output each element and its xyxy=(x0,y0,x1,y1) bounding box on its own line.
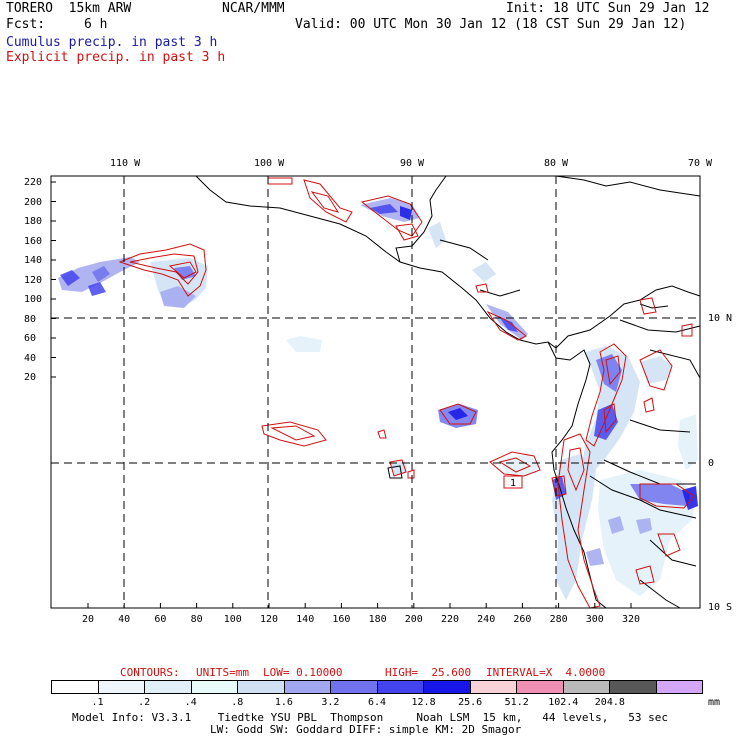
x-tick-label: 200 xyxy=(404,614,423,625)
lat-label-10s: 10 S xyxy=(708,602,733,613)
cumulus-precip-shading xyxy=(58,198,698,600)
legend-value-label: .1 xyxy=(91,697,104,708)
legend-swatch xyxy=(610,681,657,693)
x-tick-label: 100 xyxy=(223,614,242,625)
explicit-precip-contours xyxy=(118,177,695,609)
contours-units: UNITS=mm xyxy=(196,666,249,679)
tick-marks xyxy=(51,181,632,608)
legend-value-label: 204.8 xyxy=(594,697,625,708)
legend-swatch xyxy=(145,681,192,693)
x-tick-label: 220 xyxy=(440,614,460,625)
x-tick-label: 160 xyxy=(332,614,351,625)
x-tick-label: 260 xyxy=(513,614,532,625)
y-tick-label: 60 xyxy=(24,333,37,344)
legend-swatch xyxy=(563,681,610,693)
lat-label-10n: 10 N xyxy=(708,313,733,324)
forecast-label: Fcst: xyxy=(6,17,46,32)
legend-value-label: 6.4 xyxy=(367,697,387,708)
legend-swatch xyxy=(331,681,378,693)
y-tick-label: 180 xyxy=(24,216,43,227)
y-tick-label: 200 xyxy=(24,196,43,208)
model-title: TORERO 15km ARW xyxy=(6,1,132,16)
lon-label-100w: 100 W xyxy=(254,158,285,169)
lon-label-80w: 80 W xyxy=(544,158,569,169)
legend-value-label: 102.4 xyxy=(548,697,579,708)
cumulus-label: Cumulus precip. in past 3 h xyxy=(6,35,218,50)
y-tick-label: 80 xyxy=(24,313,37,325)
explicit-label: Explicit precip. in past 3 h xyxy=(6,50,226,65)
x-tick-label: 40 xyxy=(118,614,131,625)
y-tick-label: 20 xyxy=(24,372,37,383)
legend-swatch xyxy=(470,681,517,693)
x-tick-label: 180 xyxy=(368,614,387,625)
x-tick-label: 320 xyxy=(621,614,641,625)
lon-label-90w: 90 W xyxy=(400,158,425,169)
organization: NCAR/MMM xyxy=(222,1,285,16)
lon-label-70w: 70 W xyxy=(688,158,713,169)
legend-value-label: 51.2 xyxy=(504,697,529,708)
x-tick-label: 20 xyxy=(81,614,95,625)
legend-value-label: .4 xyxy=(184,697,197,708)
legend-swatch xyxy=(98,681,145,693)
plot-frame xyxy=(50,175,701,609)
legend-value-label: 3.2 xyxy=(321,697,340,708)
contour-label-text: 1 xyxy=(510,478,516,489)
contours-interval: INTERVAL=X 4.0000 xyxy=(486,666,606,679)
contours-low: LOW= 0.10000 xyxy=(263,666,343,679)
legend-swatch xyxy=(238,681,285,693)
forecast-hour: 6 h xyxy=(84,17,108,32)
legend-value-label: 25.6 xyxy=(458,697,483,708)
x-tick-label: 280 xyxy=(549,614,568,625)
coastlines xyxy=(195,175,701,609)
legend-value-label: 12.8 xyxy=(411,697,436,708)
color-legend-bar xyxy=(51,680,703,694)
legend-swatch xyxy=(656,681,702,693)
legend-swatch xyxy=(52,681,99,693)
legend-value-label: .2 xyxy=(138,697,151,708)
legend-swatch xyxy=(377,681,424,693)
x-tick-label: 80 xyxy=(190,614,203,625)
legend-units: mm xyxy=(708,697,721,708)
y-tick-label: 120 xyxy=(24,274,43,286)
model-info-line1: Model Info: V3.3.1 Tiedtke YSU PBL Thomp… xyxy=(72,711,669,724)
legend-swatch xyxy=(191,681,238,693)
model-info-line2: LW: Godd SW: Goddard DIFF: simple KM: 2D… xyxy=(210,723,522,736)
y-tick-label: 100 xyxy=(24,294,43,305)
y-tick-label: 220 xyxy=(24,177,43,188)
x-tick-label: 120 xyxy=(259,614,279,625)
x-tick-label: 140 xyxy=(296,614,315,625)
x-tick-label: 300 xyxy=(585,614,604,625)
lat-label-0: 0 xyxy=(708,458,715,469)
x-tick-label: 240 xyxy=(477,614,496,625)
contours-high: HIGH= 25.600 xyxy=(385,666,472,679)
y-tick-label: 40 xyxy=(24,352,37,364)
y-tick-label: 140 xyxy=(24,255,43,266)
valid-time: Valid: 00 UTC Mon 30 Jan 12 (18 CST Sun … xyxy=(295,17,687,32)
init-time: Init: 18 UTC Sun 29 Jan 12 xyxy=(506,1,710,16)
contour-label-box xyxy=(503,475,523,489)
lon-label-110w: 110 W xyxy=(110,158,141,169)
lat-lon-grid xyxy=(51,176,700,608)
legend-swatch xyxy=(284,681,331,693)
y-tick-label: 160 xyxy=(24,235,43,247)
legend-swatch xyxy=(517,681,564,693)
legend-value-label: .8 xyxy=(231,697,244,708)
x-tick-label: 60 xyxy=(154,614,167,625)
legend-swatch xyxy=(424,681,471,693)
contours-label: CONTOURS: xyxy=(120,666,180,679)
legend-value-label: 1.6 xyxy=(274,697,293,708)
